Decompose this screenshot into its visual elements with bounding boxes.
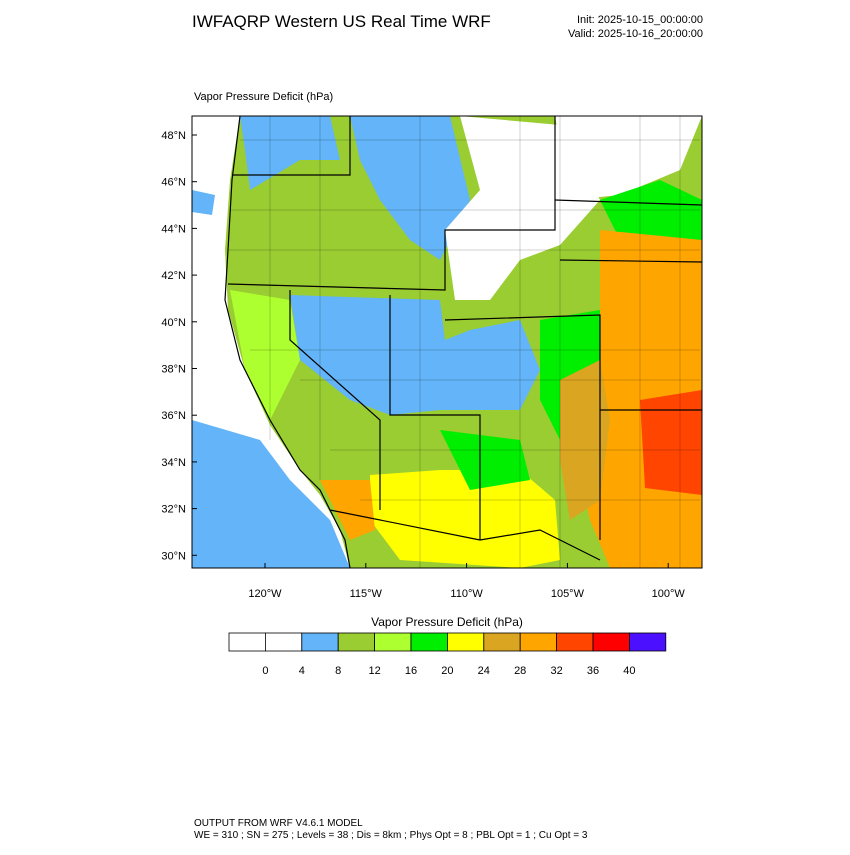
colorbar-label: 28: [514, 665, 526, 677]
colorbar-box: [446, 632, 485, 652]
colorbar-label: 16: [405, 665, 417, 677]
colorbar-label: 12: [368, 665, 380, 677]
lon-label: 115°W: [350, 588, 383, 600]
colorbar-box: [301, 632, 339, 652]
lat-label: 46°N: [161, 177, 186, 189]
colorbar-box: [519, 632, 558, 652]
lat-label: 42°N: [161, 270, 186, 282]
colorbar-label: 40: [623, 665, 635, 677]
lat-label: 38°N: [161, 364, 186, 376]
colorbar-label: 4: [299, 665, 305, 677]
colorbar-title: Vapor Pressure Deficit (hPa): [371, 615, 523, 629]
lat-label: 36°N: [161, 410, 186, 422]
lon-label: 110°W: [450, 588, 483, 600]
lat-label: 34°N: [161, 457, 186, 469]
colorbar-box: [410, 632, 448, 652]
colorbar-label: 8: [335, 665, 341, 677]
valid-time: Valid: 2025-10-16_20:00:00: [568, 28, 703, 40]
title: IWFAQRP Western US Real Time WRF: [192, 12, 491, 31]
colorbar-box: [483, 632, 521, 652]
lon-label: 100°W: [652, 588, 686, 600]
map-title: Vapor Pressure Deficit (hPa): [194, 91, 333, 103]
lon-label: 120°W: [248, 588, 282, 600]
footer-line: WE = 310 ; SN = 275 ; Levels = 38 ; Dis …: [194, 830, 588, 841]
colorbar-box: [228, 632, 266, 652]
colorbar-box: [592, 632, 630, 652]
lat-label: 48°N: [161, 130, 186, 142]
lat-label: 44°N: [161, 223, 186, 235]
colorbar-label: 36: [587, 665, 599, 677]
init-time: Init: 2025-10-15_00:00:00: [577, 14, 703, 26]
colorbar-box: [556, 632, 594, 652]
colorbar: 0 4 8 12 16 20 24 28 32 36 40: [228, 632, 667, 677]
colorbar-box: [629, 632, 667, 652]
colorbar-box: [374, 632, 412, 652]
colorbar-label: 0: [262, 665, 268, 677]
footer-line: OUTPUT FROM WRF V4.6.1 MODEL: [194, 818, 363, 829]
lat-label: 32°N: [161, 504, 186, 516]
map: 48°N 46°N 44°N 42°N 40°N 38°N 36°N 34°N 32°N 30°N…: [161, 115, 703, 600]
lat-label: 30°N: [161, 550, 186, 562]
lat-label: 40°N: [161, 317, 186, 329]
colorbar-box: [264, 632, 303, 652]
colorbar-box: [337, 632, 376, 652]
lon-label: 105°W: [551, 588, 585, 600]
colorbar-label: 20: [441, 665, 453, 677]
colorbar-label: 32: [550, 665, 562, 677]
colorbar-label: 24: [478, 665, 490, 677]
